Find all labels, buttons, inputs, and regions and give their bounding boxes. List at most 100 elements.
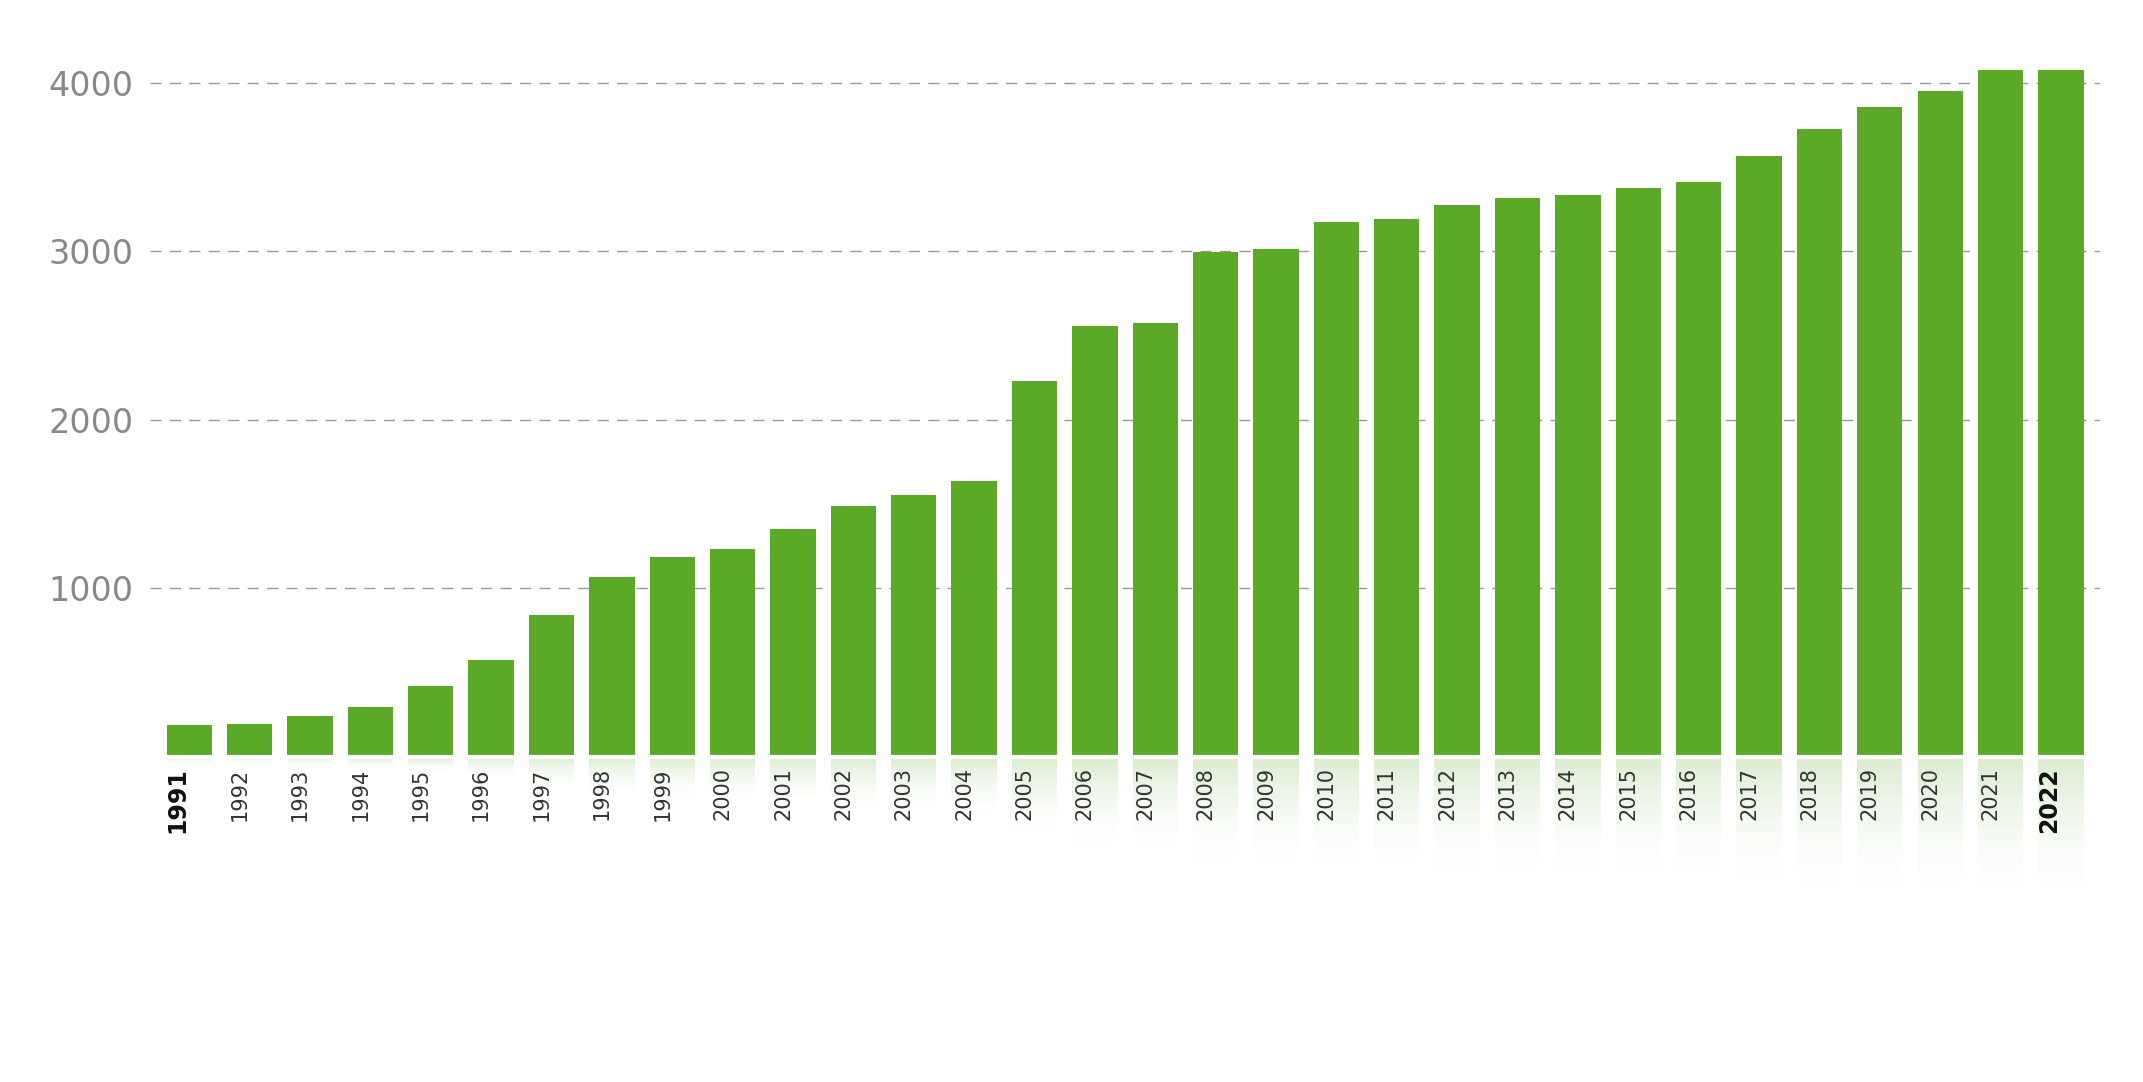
Bar bbox=[951, 777, 996, 778]
Bar bbox=[1434, 818, 1481, 820]
Bar bbox=[2038, 852, 2083, 855]
Bar bbox=[769, 776, 816, 777]
Bar bbox=[1374, 852, 1419, 855]
Bar bbox=[831, 809, 876, 810]
Bar bbox=[1134, 769, 1179, 771]
Bar bbox=[1374, 872, 1419, 875]
Bar bbox=[1736, 827, 1781, 830]
Bar bbox=[831, 779, 876, 780]
Bar bbox=[1254, 774, 1299, 777]
Bar bbox=[831, 803, 876, 804]
Bar bbox=[1858, 793, 1903, 796]
Bar bbox=[1918, 878, 1963, 882]
Bar bbox=[1918, 775, 1963, 779]
Bar bbox=[1616, 791, 1661, 794]
Bar bbox=[1134, 781, 1179, 783]
Bar bbox=[1556, 806, 1601, 809]
Bar bbox=[1918, 845, 1963, 848]
Bar bbox=[649, 784, 694, 786]
Bar bbox=[891, 780, 936, 781]
Bar bbox=[769, 766, 816, 767]
Bar bbox=[1072, 792, 1117, 794]
Bar bbox=[1434, 778, 1481, 781]
Bar bbox=[1434, 760, 1481, 763]
Bar bbox=[1616, 188, 1661, 756]
Bar bbox=[1796, 892, 1843, 895]
Bar bbox=[1978, 867, 2023, 870]
Bar bbox=[831, 761, 876, 763]
Text: 2001: 2001 bbox=[774, 767, 793, 820]
Bar bbox=[1496, 849, 1541, 852]
Bar bbox=[1616, 763, 1661, 766]
Bar bbox=[1194, 823, 1239, 827]
Bar bbox=[1194, 809, 1239, 813]
Bar bbox=[1796, 857, 1843, 860]
Bar bbox=[1736, 764, 1781, 767]
Bar bbox=[1011, 827, 1056, 829]
Bar bbox=[1796, 791, 1843, 795]
Bar bbox=[1072, 794, 1117, 797]
Bar bbox=[1676, 769, 1721, 773]
Bar bbox=[769, 800, 816, 801]
Bar bbox=[1434, 781, 1481, 784]
Bar bbox=[709, 789, 754, 790]
Bar bbox=[1616, 822, 1661, 826]
Bar bbox=[1374, 799, 1419, 802]
Bar bbox=[1072, 780, 1117, 783]
Bar bbox=[1254, 860, 1299, 863]
Bar bbox=[1858, 796, 1903, 800]
Bar bbox=[1556, 195, 1601, 756]
Text: 2002: 2002 bbox=[834, 767, 853, 820]
Bar bbox=[1616, 786, 1661, 788]
Bar bbox=[1254, 779, 1299, 782]
Bar bbox=[891, 756, 936, 758]
Bar bbox=[1072, 816, 1117, 818]
Bar bbox=[709, 799, 754, 800]
Bar bbox=[1072, 840, 1117, 842]
Bar bbox=[951, 764, 996, 766]
Bar bbox=[347, 708, 392, 756]
Bar bbox=[951, 792, 996, 793]
Bar bbox=[1496, 833, 1541, 836]
Text: 1995: 1995 bbox=[411, 767, 431, 820]
Bar bbox=[831, 775, 876, 776]
Bar bbox=[1918, 790, 1963, 793]
Bar bbox=[1496, 861, 1541, 865]
Bar bbox=[769, 799, 816, 800]
Bar bbox=[1858, 107, 1903, 756]
Bar bbox=[951, 813, 996, 815]
Bar bbox=[951, 796, 996, 797]
Bar bbox=[1314, 756, 1359, 760]
Bar bbox=[891, 806, 936, 807]
Bar bbox=[1616, 779, 1661, 782]
Bar bbox=[831, 794, 876, 795]
Bar bbox=[1434, 793, 1481, 796]
Bar bbox=[1434, 875, 1481, 879]
Bar bbox=[891, 797, 936, 799]
Bar bbox=[1314, 819, 1359, 821]
Bar bbox=[2038, 824, 2083, 829]
Bar bbox=[2038, 893, 2083, 897]
Bar bbox=[1011, 758, 1056, 761]
Bar bbox=[1254, 813, 1299, 816]
Bar bbox=[1796, 764, 1843, 767]
Bar bbox=[2038, 867, 2083, 870]
Bar bbox=[1314, 830, 1359, 833]
Bar bbox=[1676, 827, 1721, 830]
Bar bbox=[1616, 756, 1661, 760]
Bar bbox=[891, 760, 936, 761]
Bar bbox=[1011, 792, 1056, 794]
Bar bbox=[1134, 847, 1179, 849]
Bar bbox=[1134, 809, 1179, 812]
Bar bbox=[1978, 814, 2023, 817]
Bar bbox=[709, 778, 754, 779]
Bar bbox=[1072, 786, 1117, 788]
Bar bbox=[1194, 788, 1239, 790]
Bar bbox=[1194, 813, 1239, 815]
Bar bbox=[1374, 768, 1419, 771]
Bar bbox=[1736, 866, 1781, 869]
Bar bbox=[1796, 826, 1843, 829]
Bar bbox=[1072, 814, 1117, 816]
Bar bbox=[1194, 776, 1239, 779]
Bar bbox=[951, 790, 996, 792]
